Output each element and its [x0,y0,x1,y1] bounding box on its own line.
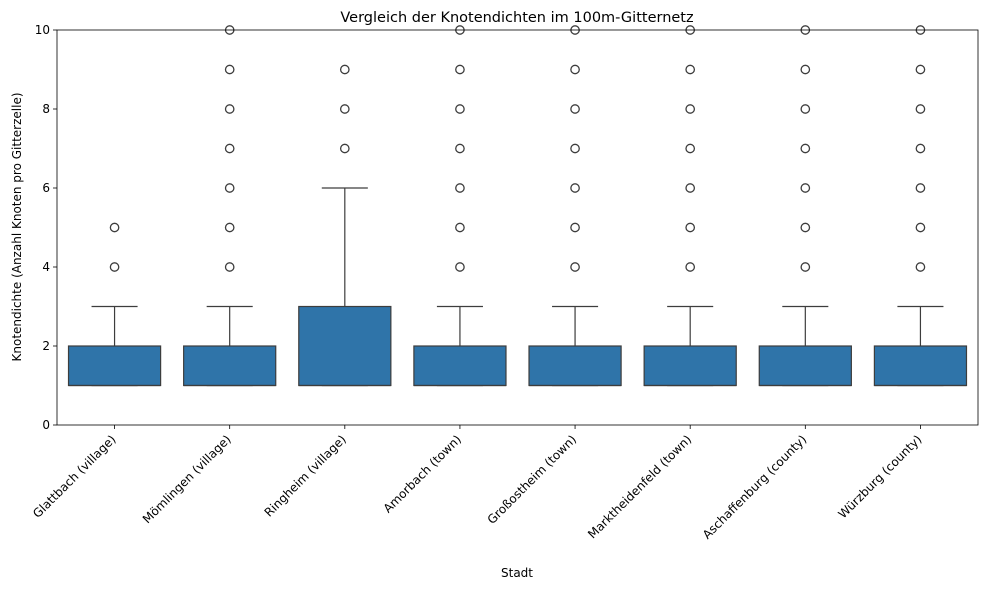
outlier-point [685,64,696,75]
box-group [758,25,852,387]
box-iqr [183,345,277,387]
box-group [873,25,968,387]
outlier-point [455,143,465,154]
outlier-point [800,64,811,75]
x-tick-label: Würzburg (county) [835,432,924,521]
box-iqr [873,345,968,387]
box-group [528,25,622,387]
outlier-point [224,262,235,272]
y-tick-label: 4 [42,260,50,274]
box-group [67,222,162,387]
y-tick-label: 2 [42,339,50,353]
x-axis: Glattbach (village) Mömlingen (village) Ri… [30,425,925,542]
outlier-point [570,64,580,75]
x-tick-label: Marktheidenfeld (town) [585,432,694,541]
outlier-point [800,222,811,233]
outlier-point [685,222,696,233]
y-axis-label: Knotendichte (Anzahl Knoten pro Gitterze… [10,92,24,361]
x-tick-label: Großostheim (town) [485,432,580,527]
outlier-point [109,262,120,272]
x-tick-label: Amorbach (town) [381,432,464,515]
box-iqr [528,345,622,387]
outlier-point [915,143,926,154]
outlier-point [915,64,926,75]
outlier-point [455,222,465,233]
x-axis-label: Stadt [501,566,533,580]
outlier-point [800,143,811,154]
outlier-point [109,222,120,233]
x-tick-label: Ringheim (village) [262,432,349,519]
y-axis: 0 2 4 6 8 10 [35,23,57,432]
outlier-point [455,64,465,75]
outlier-point [685,143,696,154]
outlier-point [685,183,696,193]
outlier-point [339,104,350,114]
outlier-point [455,262,465,272]
outlier-point [570,222,580,233]
outlier-point [570,183,580,193]
box-group [298,64,392,387]
outlier-point [224,222,235,233]
outlier-point [915,262,926,272]
outlier-point [224,64,235,75]
outlier-point [800,262,811,272]
outlier-point [685,104,696,114]
outlier-point [800,104,811,114]
chart-title: Vergleich der Knotendichten im 100m-Gitt… [340,10,693,26]
x-tick-label: Mömlingen (village) [140,432,234,526]
box-iqr [643,345,737,387]
box-iqr [758,345,852,387]
outlier-point [915,222,926,233]
outlier-point [800,183,811,193]
outlier-point [915,183,926,193]
plot-area [67,25,968,387]
x-tick-label: Glattbach (village) [30,432,119,521]
y-tick-label: 0 [42,418,50,432]
box-iqr [67,345,162,387]
outlier-point [570,104,580,114]
outlier-point [224,143,235,154]
box-group [643,25,737,387]
outlier-point [570,262,580,272]
outlier-point [685,262,696,272]
outlier-point [339,64,350,75]
y-tick-label: 10 [35,23,50,37]
y-tick-label: 8 [42,102,50,116]
box-iqr [413,345,507,387]
outlier-point [570,143,580,154]
outlier-point [224,183,235,193]
box-group [183,25,277,387]
x-tick-label: Aschaffenburg (county) [700,432,810,542]
outlier-point [455,104,465,114]
outlier-point [224,104,235,114]
outlier-point [339,143,350,154]
y-tick-label: 6 [42,181,50,195]
box-iqr [298,305,392,387]
plot-frame [56,29,979,426]
outlier-point [915,104,926,114]
outlier-point [455,183,465,193]
box-group [413,25,507,387]
